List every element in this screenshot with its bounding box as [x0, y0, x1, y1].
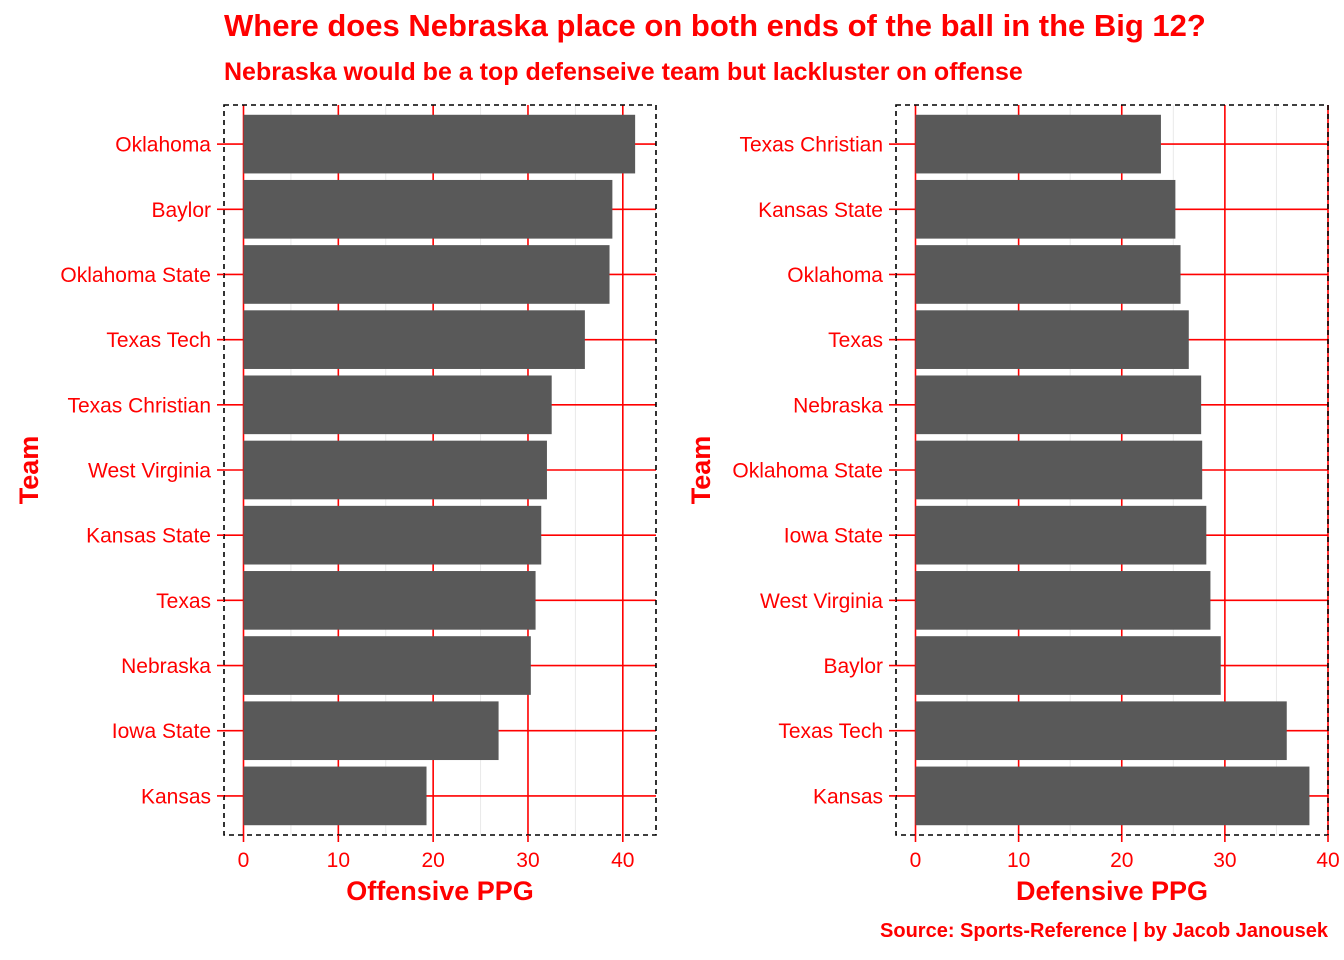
- bar: [243, 245, 610, 304]
- x-tick-label: 10: [327, 849, 350, 872]
- x-tick-label: 10: [1007, 849, 1030, 872]
- y-tick-label: Oklahoma: [787, 264, 883, 287]
- bar: [243, 375, 552, 435]
- y-tick-label: Kansas: [813, 785, 883, 808]
- x-tick-label: 30: [516, 849, 539, 872]
- y-tick-label: Texas: [156, 590, 211, 613]
- y-tick-label: West Virginia: [88, 460, 211, 483]
- y-tick-label: Texas: [828, 329, 883, 352]
- x-axis-title: Defensive PPG: [1016, 876, 1208, 906]
- y-tick-label: West Virginia: [760, 590, 883, 613]
- chart-caption: Source: Sports-Reference | by Jacob Jano…: [880, 920, 1328, 942]
- bar: [243, 505, 542, 565]
- bar: [243, 179, 613, 239]
- chart-title: Where does Nebraska place on both ends o…: [224, 8, 1206, 43]
- bar: [915, 636, 1221, 695]
- y-tick-label: Texas Christian: [67, 394, 211, 417]
- x-tick-label: 20: [1110, 849, 1133, 872]
- x-axis-title: Offensive PPG: [346, 876, 534, 906]
- bar: [915, 571, 1211, 630]
- bar: [915, 766, 1310, 826]
- x-tick-label: 40: [611, 849, 634, 872]
- y-tick-label: Oklahoma State: [60, 264, 211, 287]
- bar: [243, 571, 536, 630]
- y-tick-label: Baylor: [151, 199, 211, 222]
- bar: [915, 245, 1181, 304]
- bar: [915, 310, 1189, 369]
- bar: [243, 440, 547, 500]
- x-tick-label: 0: [910, 849, 922, 872]
- chart-panel-1: Oklahoma Baylor Oklahoma State Texas Tech Te…: [14, 104, 657, 906]
- bar: [915, 179, 1176, 239]
- bar: [243, 114, 636, 174]
- y-tick-label: Nebraska: [793, 394, 883, 417]
- bar: [243, 310, 585, 369]
- y-tick-label: Oklahoma State: [732, 460, 883, 483]
- y-tick-label: Texas Tech: [106, 329, 211, 352]
- y-axis-title: Team: [686, 436, 716, 505]
- y-tick-label: Oklahoma: [115, 134, 211, 157]
- bar: [243, 636, 531, 695]
- bar: [915, 114, 1161, 174]
- panel-border: [895, 104, 1329, 836]
- chart-subtitle: Nebraska would be a top defenseive team …: [224, 58, 1023, 86]
- y-tick-label: Texas Tech: [778, 720, 883, 743]
- y-axis-title: Team: [14, 436, 44, 505]
- x-tick-label: 30: [1213, 849, 1236, 872]
- panel-border: [223, 104, 657, 836]
- chart-panel-2: Texas Christian Kansas State Oklahoma Texas…: [686, 104, 1340, 906]
- bar: [915, 375, 1202, 435]
- y-tick-label: Nebraska: [121, 655, 211, 678]
- bar: [243, 766, 427, 826]
- y-tick-label: Baylor: [823, 655, 883, 678]
- y-tick-label: Kansas: [141, 785, 211, 808]
- x-tick-label: 0: [238, 849, 250, 872]
- bar: [915, 505, 1207, 565]
- y-tick-label: Kansas State: [758, 199, 883, 222]
- y-tick-label: Iowa State: [112, 720, 211, 743]
- x-tick-label: 40: [1316, 849, 1339, 872]
- y-tick-label: Iowa State: [784, 525, 883, 548]
- y-tick-label: Kansas State: [86, 525, 211, 548]
- x-tick-label: 20: [421, 849, 444, 872]
- bar: [915, 701, 1287, 761]
- bar: [243, 701, 499, 761]
- bar: [915, 440, 1203, 500]
- y-tick-label: Texas Christian: [739, 134, 883, 157]
